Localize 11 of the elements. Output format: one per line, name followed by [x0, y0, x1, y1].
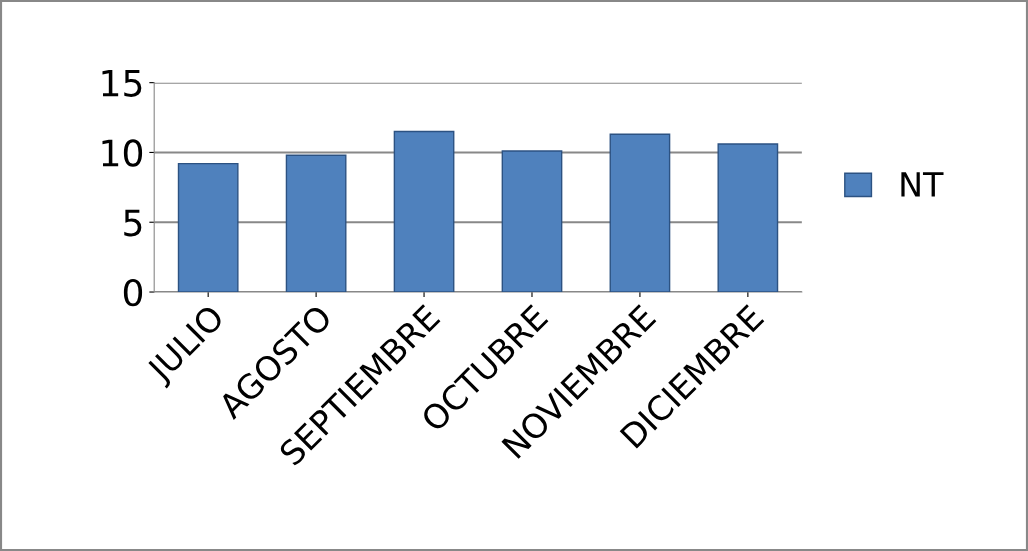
bar: [393, 130, 455, 293]
bar: [285, 154, 347, 293]
y-tick-label: 10: [102, 139, 143, 167]
y-tick-label: 15: [102, 70, 142, 97]
bar: [609, 133, 671, 293]
legend-label: NT: [901, 172, 944, 197]
bar: [177, 162, 239, 293]
y-tick-label: 5: [124, 209, 142, 237]
bar: [501, 150, 563, 293]
bar: [717, 143, 779, 293]
y-tick-label: 0: [123, 278, 143, 307]
